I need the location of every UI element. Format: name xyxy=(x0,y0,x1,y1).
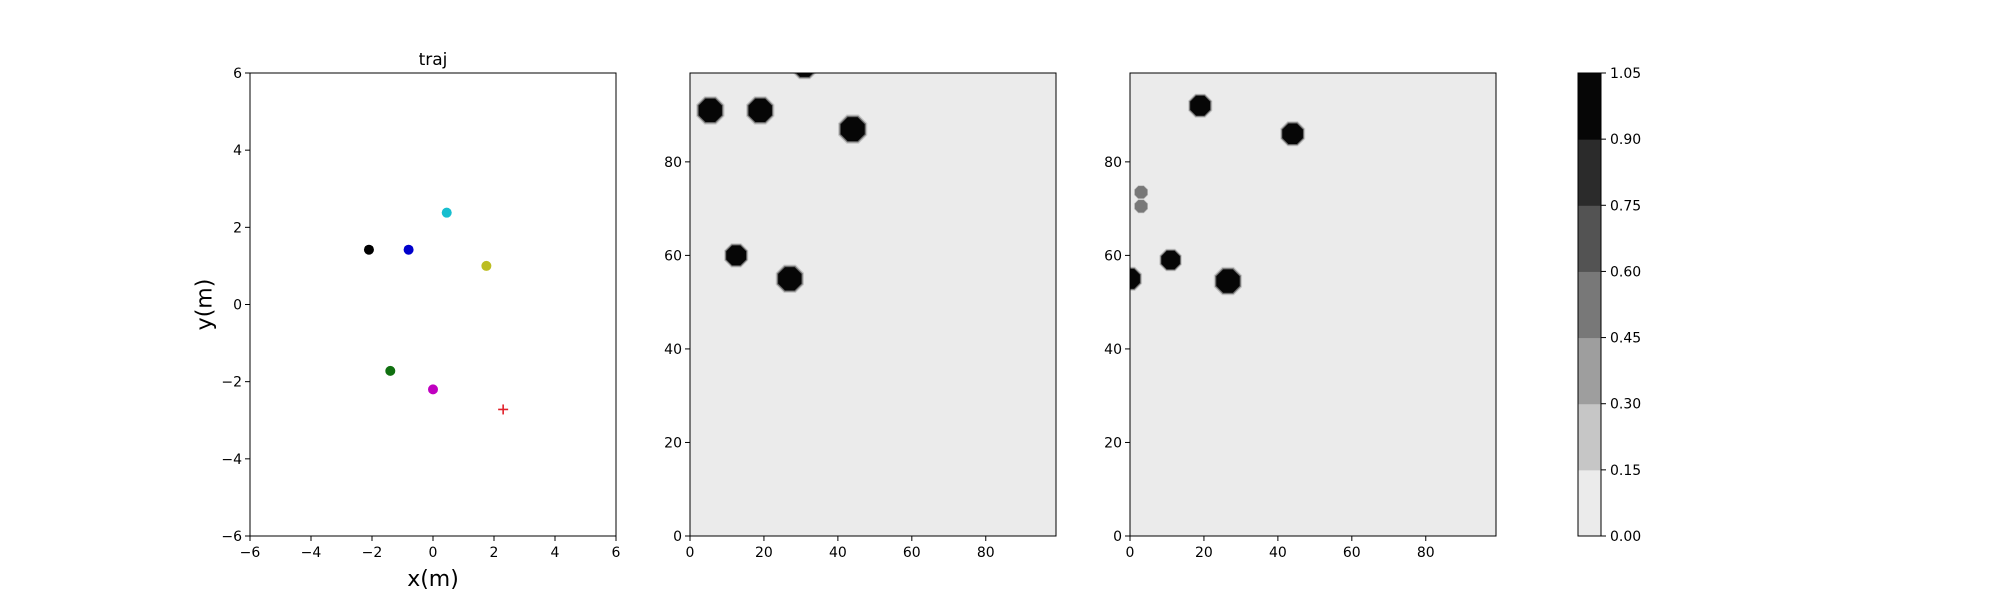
traj-y-tick-label: −2 xyxy=(221,375,242,391)
map1-blobs xyxy=(696,73,868,293)
traj-y-tick-label: 6 xyxy=(233,66,242,82)
occupancy-map-1-panel: 0 20 40 60 80 0 20 40 60 80 xyxy=(664,72,1057,561)
traj-y-tick-label: 2 xyxy=(233,220,242,236)
colorbar-segment xyxy=(1578,403,1601,471)
obstacle-blob xyxy=(1130,266,1143,291)
colorbar-segment xyxy=(1578,271,1601,339)
colorbar-segment xyxy=(1578,205,1601,272)
map1-y-tick-label: 20 xyxy=(664,435,682,451)
obstacle-blob xyxy=(724,243,749,268)
map1-background xyxy=(690,73,1056,536)
obstacle-blob xyxy=(746,96,775,125)
map2-background xyxy=(1130,73,1496,536)
obstacle-blob xyxy=(1133,184,1149,200)
obstacle-blob xyxy=(792,73,817,80)
traj-x-tick-label: 4 xyxy=(551,545,560,561)
blob-contour xyxy=(1134,186,1148,199)
colorbar-segment xyxy=(1578,73,1601,140)
map2-x-tick-label: 40 xyxy=(1269,545,1287,561)
map2-y-tick-label: 80 xyxy=(1104,155,1122,171)
blob-contour xyxy=(726,245,747,266)
map2-y-tick-label: 60 xyxy=(1104,248,1122,264)
traj-point xyxy=(363,244,374,255)
traj-point xyxy=(385,365,396,376)
traj-plot-area xyxy=(250,73,616,536)
colorbar-tick-label: 0.00 xyxy=(1610,529,1641,545)
blob-contour xyxy=(1216,269,1240,293)
map1-y-tick-label: 60 xyxy=(664,248,682,264)
traj-x-tick-label: 2 xyxy=(490,545,499,561)
trajectory-panel: traj x(m) y(m) −6 −4 −2 0 2 4 6 −6 −4 −2 0 2 4 6 xyxy=(193,50,621,592)
traj-y-tick-label: 4 xyxy=(233,143,242,159)
obstacle-blob xyxy=(696,96,725,125)
map2-y-tick-label: 40 xyxy=(1104,342,1122,358)
blob-contour xyxy=(748,98,772,122)
map1-y-tick-label: 80 xyxy=(664,155,682,171)
traj-x-tick-label: 0 xyxy=(429,545,438,561)
traj-y-tick-label: −4 xyxy=(221,452,242,468)
map1-x-tick-label: 20 xyxy=(755,545,773,561)
map1-x-tick-label: 60 xyxy=(903,545,921,561)
traj-plus-marker xyxy=(498,404,509,415)
obstacle-blob xyxy=(1133,198,1149,214)
traj-y-tick-label: −6 xyxy=(221,529,242,545)
map1-x-tick-label: 40 xyxy=(829,545,847,561)
x-axis-label: x(m) xyxy=(407,567,459,592)
obstacle-blob xyxy=(1213,266,1243,296)
colorbar-segment xyxy=(1578,469,1601,537)
obstacle-blob xyxy=(1159,248,1182,272)
blob-contour xyxy=(1134,200,1148,213)
map1-y-tick-label: 40 xyxy=(664,342,682,358)
map1-frame xyxy=(689,72,1057,537)
colorbar-segment xyxy=(1578,337,1601,405)
obstacle-blob xyxy=(1280,121,1306,147)
obstacle-blob xyxy=(775,264,804,293)
map2-x-tick-label: 80 xyxy=(1417,545,1435,561)
traj-point xyxy=(403,244,414,255)
blob-contour xyxy=(1282,123,1303,144)
traj-point xyxy=(481,260,492,271)
blob-contour xyxy=(1190,95,1211,116)
map2-x-tick-label: 60 xyxy=(1343,545,1361,561)
blob-contour xyxy=(796,73,813,77)
colorbar-tick-label: 0.45 xyxy=(1610,331,1641,347)
traj-x-tick-label: −2 xyxy=(362,545,383,561)
colorbar-tick-label: 0.90 xyxy=(1610,132,1641,148)
colorbar-tick-label: 0.30 xyxy=(1610,397,1641,413)
map2-x-tick-label: 20 xyxy=(1195,545,1213,561)
colorbar-tick-label: 1.05 xyxy=(1610,66,1641,82)
blob-contour xyxy=(698,98,722,122)
blob-contour xyxy=(1130,268,1140,289)
map2-blobs xyxy=(1130,93,1306,296)
traj-x-tick-label: −6 xyxy=(240,545,261,561)
colorbar-tick-label: 0.15 xyxy=(1610,463,1641,479)
traj-frame xyxy=(249,72,617,537)
map2-frame xyxy=(1129,72,1497,537)
traj-point xyxy=(441,207,452,218)
traj-x-tick-label: −4 xyxy=(301,545,322,561)
traj-x-tick-label: 6 xyxy=(612,545,621,561)
traj-point xyxy=(428,384,438,395)
map2-y-tick-label: 0 xyxy=(1113,529,1122,545)
obstacle-blob xyxy=(838,114,868,144)
y-axis-label: y(m) xyxy=(193,279,218,331)
colorbar-segment xyxy=(1578,139,1601,206)
blob-contour xyxy=(778,267,802,291)
map2-x-tick-label: 0 xyxy=(1126,545,1135,561)
colorbar-tick-label: 0.60 xyxy=(1610,264,1641,280)
colorbar: 0.00 0.15 0.30 0.45 0.60 0.75 0.90 1.05 xyxy=(1577,66,1641,545)
obstacle-blob xyxy=(1188,93,1213,118)
blob-contour xyxy=(840,117,865,142)
occupancy-map-2-panel: 0 20 40 60 80 0 20 40 60 80 xyxy=(1104,72,1497,561)
map1-y-tick-label: 0 xyxy=(673,529,682,545)
map2-y-tick-label: 20 xyxy=(1104,435,1122,451)
map1-x-tick-label: 0 xyxy=(686,545,695,561)
blob-contour xyxy=(1161,250,1180,270)
colorbar-tick-label: 0.75 xyxy=(1610,198,1641,214)
traj-y-tick-label: 0 xyxy=(233,298,242,314)
map1-x-tick-label: 80 xyxy=(977,545,995,561)
colorbar-frame xyxy=(1577,72,1602,537)
traj-title: traj xyxy=(419,50,448,70)
